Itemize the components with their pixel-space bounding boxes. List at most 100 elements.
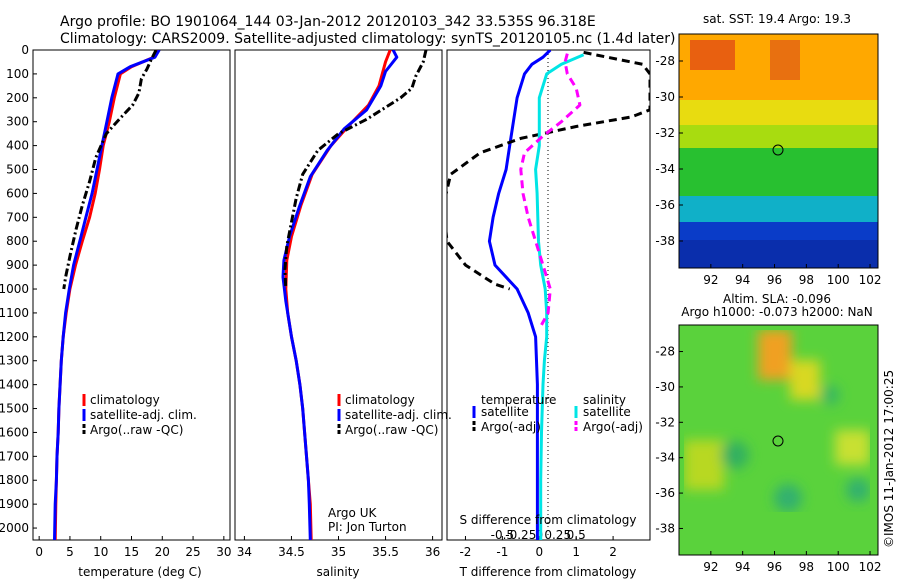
salinity-tick-label: 34.5 [278, 545, 305, 559]
depth-tick-label: 1400 [0, 378, 29, 392]
depth-tick-label: 0 [21, 43, 29, 57]
credit-programme: Argo UK [328, 506, 377, 520]
depth-tick-label: 1000 [0, 282, 29, 296]
legend-title-salinity: salinity [583, 393, 626, 407]
salinity-tick-label: 34 [237, 545, 252, 559]
lon-tick-label: 98 [799, 273, 814, 287]
credit-pi: PI: Jon Turton [328, 520, 407, 534]
salinity-series-0 [284, 50, 392, 540]
lat-tick-label: -38 [655, 234, 675, 248]
lat-tick-label: -32 [655, 126, 675, 140]
depth-tick-label: 700 [6, 210, 29, 224]
sst-patch-red [690, 40, 735, 70]
sla-patch-yellow [758, 330, 792, 380]
legend-label-temp-argo: Argo(-adj) [481, 420, 541, 434]
lat-tick-label: -30 [655, 380, 675, 394]
salinity-xlabel: salinity [316, 565, 359, 579]
sst-band-green [679, 148, 878, 200]
salinity-series-1 [281, 50, 399, 540]
salinity-series [281, 50, 428, 540]
salinity-difference-tick-label: 0.25 [544, 528, 571, 542]
sla-patch-yellow [835, 430, 870, 465]
lon-tick-label: 94 [735, 560, 750, 574]
legend-label-sal-argo: Argo(-adj) [583, 420, 643, 434]
depth-tick-label: 500 [6, 163, 29, 177]
temperature-series-2 [62, 50, 158, 290]
imos-footer: ©IMOS 11-Jan-2012 17:00:25 [882, 370, 896, 548]
legend-label-temp-satellite: satellite [481, 405, 529, 419]
depth-tick-label: 1100 [0, 306, 29, 320]
depth-tick-label: 1500 [0, 402, 29, 416]
temperature-xlabel: temperature (deg C) [78, 565, 201, 579]
depth-tick-label: 1700 [0, 449, 29, 463]
depth-tick-label: 900 [6, 258, 29, 272]
sla-patch-teal [820, 385, 840, 405]
salinity-difference-tick-label: -0.25 [505, 528, 536, 542]
argo-location-marker [772, 144, 784, 156]
lon-tick-label: 94 [735, 273, 750, 287]
sst-band-yellowgreen [679, 125, 878, 150]
temperature-tick-label: 15 [124, 545, 139, 559]
sst-map-frame [678, 33, 879, 269]
salinity-axes [234, 49, 443, 541]
temperature-series-1 [53, 50, 161, 540]
temperature-axes [32, 49, 231, 541]
sla-map [678, 324, 879, 556]
salinity-difference-tick-label: -0.5 [491, 528, 514, 542]
difference-xlabel: T difference from climatology [459, 565, 637, 579]
depth-tick-label: 1600 [0, 425, 29, 439]
x-axes-ticks: 0 5 10 15 20 25 30 34 34.5 35 35.5 36 -2 -1 0 1 2 -0.5-0.… [35, 528, 617, 559]
temperature-tick-label: 5 [66, 545, 74, 559]
depth-tick-label: 1200 [0, 330, 29, 344]
legend-label-satellite: satellite-adj. clim. [90, 408, 197, 422]
difference-xlabel-top: S difference from climatology [460, 513, 637, 527]
sla-line1: Altim. SLA: -0.096 [723, 292, 831, 306]
salinity-tick-label: 35 [331, 545, 346, 559]
sla-map-frame [678, 324, 879, 556]
lat-tick-label: -30 [655, 90, 675, 104]
temperature-tick-label: 30 [216, 545, 231, 559]
lat-tick-label: -28 [655, 345, 675, 359]
temperature-tick-label: 0 [35, 545, 43, 559]
difference-tick-label: -1 [496, 545, 508, 559]
difference-tick-label: 1 [572, 545, 580, 559]
sst-band-cyan [679, 196, 878, 226]
sla-patch-teal [846, 478, 870, 502]
difference-legend: temperature salinity satellite Argo(-adj… [472, 393, 643, 434]
depth-tick-label: 1300 [0, 354, 29, 368]
lon-tick-label: 96 [767, 560, 782, 574]
legend-label-argo: Argo(..raw -QC) [345, 423, 438, 437]
lat-tick-label: -38 [655, 521, 675, 535]
lon-tick-label: 92 [703, 560, 718, 574]
temperature-series [53, 50, 161, 540]
lon-tick-label: 100 [827, 273, 850, 287]
sst-map-ticks: -28 -30 -32 -34 -36 -38 92 94 96 98 100 102 [655, 54, 881, 287]
salinity-tick-label: 36 [425, 545, 440, 559]
depth-tick-label: 800 [6, 234, 29, 248]
lon-tick-label: 96 [767, 273, 782, 287]
lat-tick-label: -32 [655, 415, 675, 429]
depth-tick-label: 100 [6, 67, 29, 81]
lat-tick-label: -36 [655, 486, 675, 500]
difference-series-1 [447, 50, 650, 291]
difference-series-2 [534, 53, 585, 540]
depth-tick-label: 400 [6, 139, 29, 153]
sla-patch-yellow [684, 440, 724, 490]
temperature-tick-label: 20 [155, 545, 170, 559]
sla-patch-teal [721, 441, 749, 469]
sla-patch-yellow [790, 360, 820, 400]
legend-label-climatology: climatology [90, 393, 160, 407]
sst-map-title: sat. SST: 19.4 Argo: 19.3 [703, 12, 851, 26]
salinity-legend: climatology satellite-adj. clim. Argo(..… [337, 393, 452, 437]
depth-tick-label: 1800 [0, 473, 29, 487]
argo-location-marker [772, 435, 784, 447]
difference-tick-label: 0 [535, 545, 543, 559]
legend-label-climatology: climatology [345, 393, 415, 407]
salinity-series-2 [283, 50, 428, 290]
lon-tick-label: 102 [859, 560, 882, 574]
depth-tick-label: 600 [6, 186, 29, 200]
climatology-subtitle: Climatology: CARS2009. Satellite-adjuste… [60, 31, 675, 47]
depth-tick-label: 300 [6, 115, 29, 129]
difference-tick-label: 2 [609, 545, 617, 559]
lon-tick-label: 98 [799, 560, 814, 574]
